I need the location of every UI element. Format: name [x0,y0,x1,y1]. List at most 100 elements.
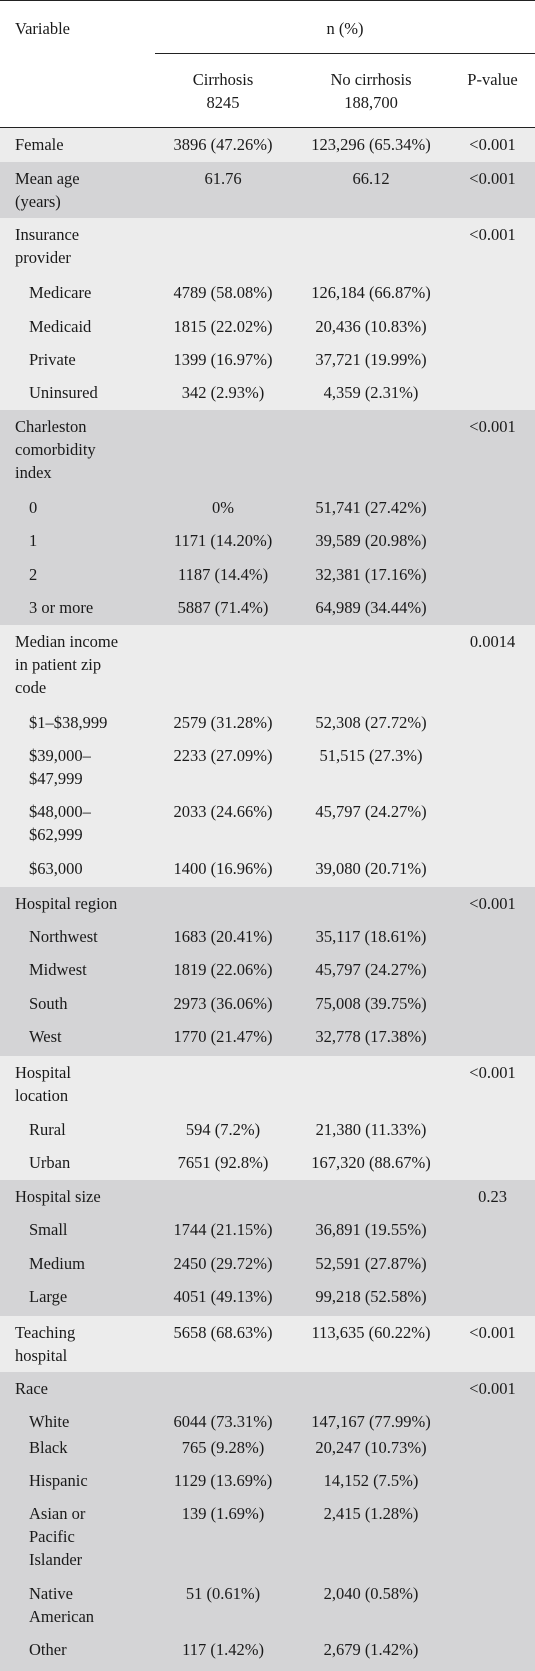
subrow-label: 1 [29,531,38,550]
row-group [0,128,535,162]
cell-no-cirrhosis: 167,320 (88.67%) [311,1153,431,1172]
row-group [0,218,535,410]
cell-cirrhosis: 5658 (68.63%) [173,1323,273,1342]
cell-cirrhosis: 139 (1.69%) [181,1504,265,1523]
cell-no-cirrhosis: 32,778 (17.38%) [315,1027,427,1046]
top-rule [0,0,535,1]
cell-no-cirrhosis: 2,679 (1.42%) [323,1640,419,1659]
subrow-label: $39,000– $47,999 [29,746,91,788]
row-label: Mean age (years) [15,169,80,211]
header-n-pct: n (%) [326,19,364,38]
cell-no-cirrhosis: 51,515 (27.3%) [319,746,423,765]
header-no-cirrhosis-n: 188,700 [344,93,398,112]
row-label: Hospital region [15,894,118,913]
cell-no-cirrhosis: 64,989 (34.44%) [315,598,427,617]
row-group [0,1316,535,1372]
cell-cirrhosis: 0% [212,498,234,517]
subrow-label: Northwest [29,927,98,946]
cell-cirrhosis: 2973 (36.06%) [173,994,273,1013]
subrow-label: Medicare [29,283,92,302]
header-no-cirrhosis: No cirrhosis [330,70,412,89]
header-cirrhosis: Cirrhosis [192,70,254,89]
row-group [0,1180,535,1316]
subrow-label: West [29,1027,62,1046]
cell-no-cirrhosis: 123,296 (65.34%) [311,135,431,154]
cell-pvalue: 0.23 [478,1187,507,1206]
cell-cirrhosis: 2033 (24.66%) [173,802,273,821]
subrow-label: Black [29,1438,68,1457]
cell-no-cirrhosis: 147,167 (77.99%) [311,1412,431,1431]
subrow-label: Medium [29,1254,85,1273]
subrow-label: 0 [29,498,38,517]
cell-no-cirrhosis: 45,797 (24.27%) [315,802,427,821]
subrow-label: Medicaid [29,317,92,336]
row-group [0,1056,535,1180]
cell-no-cirrhosis: 2,415 (1.28%) [323,1504,419,1523]
subrow-label: South [29,994,68,1013]
cell-no-cirrhosis: 51,741 (27.42%) [315,498,427,517]
subrow-label: $63,000 [29,859,83,878]
cell-no-cirrhosis: 4,359 (2.31%) [323,383,419,402]
cell-cirrhosis: 1187 (14.4%) [177,565,269,584]
cell-no-cirrhosis: 35,117 (18.61%) [315,927,427,946]
cell-cirrhosis: 1129 (13.69%) [173,1471,273,1490]
row-label: Teaching hospital [15,1323,76,1365]
cell-pvalue: <0.001 [469,169,516,188]
subrow-label: Rural [29,1120,66,1139]
subrow-label: Uninsured [29,383,98,402]
cell-cirrhosis: 594 (7.2%) [185,1120,261,1139]
header-pvalue: P-value [467,70,518,89]
cell-cirrhosis: 765 (9.28%) [181,1438,265,1457]
cell-cirrhosis: 1171 (14.20%) [173,531,273,550]
cell-no-cirrhosis: 126,184 (66.87%) [311,283,431,302]
subrow-label: $1–$38,999 [29,713,108,732]
row-label: Hospital location [15,1063,71,1105]
header-variable: Variable [15,19,70,38]
cell-pvalue: <0.001 [469,1323,516,1342]
header-spanner-rule [155,53,535,54]
cell-cirrhosis: 342 (2.93%) [181,383,265,402]
subrow-label: Small [29,1220,68,1239]
subrow-label: Midwest [29,960,87,979]
subrow-label: Asian or Pacific Islander [29,1504,86,1569]
cell-no-cirrhosis: 75,008 (39.75%) [315,994,427,1013]
cell-cirrhosis: 4789 (58.08%) [173,283,273,302]
row-label: Hospital size [15,1187,101,1206]
cell-no-cirrhosis: 36,891 (19.55%) [315,1220,427,1239]
cell-cirrhosis: 1819 (22.06%) [173,960,273,979]
cell-no-cirrhosis: 66.12 [352,169,390,188]
cell-cirrhosis: 1744 (21.15%) [173,1220,273,1239]
cell-cirrhosis: 61.76 [204,169,242,188]
row-group [0,625,535,887]
row-group [0,410,535,625]
row-group [0,162,535,218]
cell-cirrhosis: 2233 (27.09%) [173,746,273,765]
cell-no-cirrhosis: 99,218 (52.58%) [315,1287,427,1306]
cell-cirrhosis: 1683 (20.41%) [173,927,273,946]
subrow-label: $48,000– $62,999 [29,802,91,844]
header-cirrhosis-n: 8245 [206,93,240,112]
header-bottom-rule [0,127,535,128]
cell-no-cirrhosis: 113,635 (60.22%) [311,1323,431,1342]
subrow-label: Urban [29,1153,71,1172]
row-label: Insurance provider [15,225,80,267]
cell-pvalue: <0.001 [469,1379,516,1398]
cell-no-cirrhosis: 32,381 (17.16%) [315,565,427,584]
cell-cirrhosis: 3896 (47.26%) [173,135,273,154]
cell-no-cirrhosis: 20,436 (10.83%) [315,317,427,336]
cell-cirrhosis: 2450 (29.72%) [173,1254,273,1273]
cell-cirrhosis: 1400 (16.96%) [173,859,273,878]
cell-no-cirrhosis: 2,040 (0.58%) [323,1584,419,1603]
cell-no-cirrhosis: 21,380 (11.33%) [315,1120,427,1139]
row-label: Median income in patient zip code [15,632,119,697]
cell-cirrhosis: 1770 (21.47%) [173,1027,273,1046]
cell-cirrhosis: 1815 (22.02%) [173,317,273,336]
row-label: Female [15,135,64,154]
subrow-label: 3 or more [29,598,94,617]
cell-no-cirrhosis: 52,591 (27.87%) [315,1254,427,1273]
subrow-label: Hispanic [29,1471,88,1490]
row-group [0,1372,535,1671]
cell-pvalue: <0.001 [469,894,516,913]
cell-cirrhosis: 117 (1.42%) [182,1640,264,1659]
